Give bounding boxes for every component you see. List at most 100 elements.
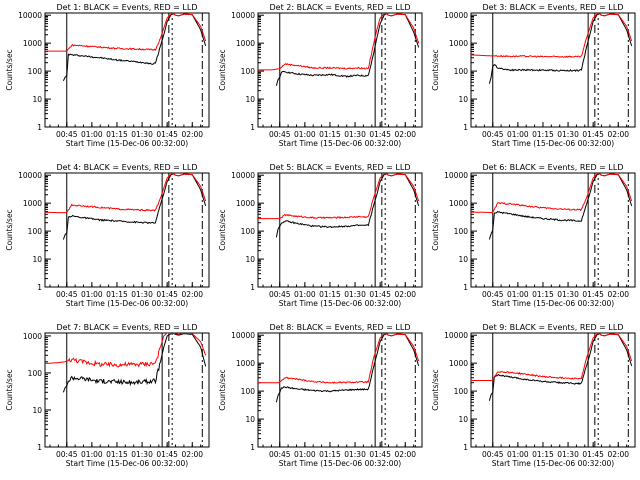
y-axis-label: Counts/sec <box>5 49 14 90</box>
y-tick-label: 1000 <box>23 199 42 208</box>
y-tick-label: 100 <box>454 387 469 396</box>
panel-title: Det 4: BLACK = Events, RED = LLD <box>57 163 198 172</box>
y-tick-label: 100 <box>454 67 469 76</box>
panel-title: Det 5: BLACK = Events, RED = LLD <box>270 163 411 172</box>
x-axis-label: Start Time (15-Dec-06 00:32:00) <box>66 139 188 148</box>
y-tick-label: 10 <box>245 255 255 264</box>
panel-det-8: Det 8: BLACK = Events, RED = LLD 1 10 100 10… <box>218 323 423 468</box>
y-tick-label: 10 <box>458 95 468 104</box>
y-tick-label: 10 <box>458 415 468 424</box>
series-lld <box>258 173 420 220</box>
series-lld <box>45 173 207 214</box>
x-tick-label: 01:15 <box>532 450 554 459</box>
plot-frame <box>470 12 636 128</box>
y-tick-label: 1 <box>37 283 42 292</box>
panel-title: Det 2: BLACK = Events, RED = LLD <box>270 3 411 12</box>
y-tick-label: 10000 <box>18 171 42 180</box>
panel-det-4: Det 4: BLACK = Events, RED = LLD 1 10 100 10… <box>5 163 210 308</box>
y-tick-label: 1000 <box>236 199 255 208</box>
y-tick-label: 10 <box>32 95 42 104</box>
x-tick-label: 01:45 <box>369 450 391 459</box>
x-tick-label: 00:45 <box>482 290 504 299</box>
series-lld <box>45 333 207 368</box>
x-tick-label: 01:15 <box>319 450 341 459</box>
y-tick-label: 1 <box>37 443 42 452</box>
x-tick-label: 02:00 <box>394 290 416 299</box>
plot-frame <box>44 332 210 448</box>
y-tick-label: 1000 <box>449 199 468 208</box>
x-tick-label: 00:45 <box>56 450 78 459</box>
plot-frame <box>257 332 423 448</box>
y-tick-label: 10 <box>32 406 42 415</box>
x-tick-label: 01:15 <box>106 450 128 459</box>
y-axis-label: Counts/sec <box>218 49 227 90</box>
x-tick-label: 01:30 <box>131 130 153 139</box>
y-tick-label: 100 <box>241 387 256 396</box>
series-lld <box>471 13 633 59</box>
x-tick-label: 00:45 <box>269 290 291 299</box>
x-tick-label: 01:15 <box>532 130 554 139</box>
x-axis-label: Start Time (15-Dec-06 00:32:00) <box>66 459 188 468</box>
y-tick-label: 100 <box>454 227 469 236</box>
y-tick-label: 10 <box>245 95 255 104</box>
y-tick-label: 10000 <box>231 171 255 180</box>
x-tick-label: 01:45 <box>582 130 604 139</box>
x-tick-label: 01:15 <box>319 130 341 139</box>
panel-det-9: Det 9: BLACK = Events, RED = LLD 1 10 100 10… <box>431 323 636 468</box>
series-lld <box>258 333 420 384</box>
series-events <box>488 173 633 240</box>
y-tick-label: 1 <box>463 443 468 452</box>
x-axis-label: Start Time (15-Dec-06 00:32:00) <box>492 299 614 308</box>
x-tick-label: 01:30 <box>344 290 366 299</box>
x-tick-label: 01:00 <box>294 290 316 299</box>
y-axis-label: Counts/sec <box>5 209 14 250</box>
x-tick-label: 02:00 <box>181 130 203 139</box>
y-tick-label: 10000 <box>444 331 468 340</box>
series-events <box>488 333 633 401</box>
y-axis-label: Counts/sec <box>431 49 440 90</box>
plot-frame <box>44 12 210 128</box>
x-tick-label: 01:00 <box>294 450 316 459</box>
x-tick-label: 02:00 <box>394 450 416 459</box>
panel-det-1: Det 1: BLACK = Events, RED = LLD 1 10 100 10… <box>5 3 210 148</box>
y-tick-label: 1 <box>250 283 255 292</box>
y-tick-label: 10 <box>458 255 468 264</box>
x-tick-label: 01:30 <box>557 290 579 299</box>
y-tick-label: 1 <box>250 443 255 452</box>
x-tick-label: 01:00 <box>81 290 103 299</box>
y-tick-label: 100 <box>28 369 43 378</box>
y-tick-label: 1 <box>250 123 255 132</box>
x-tick-label: 01:15 <box>106 130 128 139</box>
y-axis-label: Counts/sec <box>5 369 14 410</box>
x-tick-label: 01:45 <box>369 130 391 139</box>
y-tick-label: 1000 <box>23 39 42 48</box>
x-tick-label: 01:45 <box>582 290 604 299</box>
panel-title: Det 6: BLACK = Events, RED = LLD <box>483 163 624 172</box>
x-tick-label: 01:30 <box>344 130 366 139</box>
series-lld <box>45 13 207 52</box>
x-tick-label: 01:45 <box>582 450 604 459</box>
x-tick-label: 02:00 <box>607 290 629 299</box>
x-tick-label: 00:45 <box>269 130 291 139</box>
plot-frame <box>44 172 210 288</box>
series-events <box>488 13 633 84</box>
series-lld <box>471 333 633 381</box>
y-axis-label: Counts/sec <box>431 209 440 250</box>
x-tick-label: 01:15 <box>319 290 341 299</box>
x-tick-label: 00:45 <box>56 130 78 139</box>
x-axis-label: Start Time (15-Dec-06 00:32:00) <box>66 299 188 308</box>
plot-frame <box>257 172 423 288</box>
y-tick-label: 10000 <box>231 11 255 20</box>
panel-title: Det 8: BLACK = Events, RED = LLD <box>270 323 411 332</box>
x-tick-label: 02:00 <box>181 450 203 459</box>
x-axis-label: Start Time (15-Dec-06 00:32:00) <box>279 139 401 148</box>
y-axis-label: Counts/sec <box>218 369 227 410</box>
panel-det-7: Det 7: BLACK = Events, RED = LLD 1 10 100 10… <box>5 323 210 468</box>
y-tick-label: 10000 <box>231 331 255 340</box>
plot-frame <box>470 172 636 288</box>
x-tick-label: 02:00 <box>607 130 629 139</box>
y-tick-label: 1 <box>37 123 42 132</box>
y-tick-label: 1000 <box>236 39 255 48</box>
y-tick-label: 10 <box>245 415 255 424</box>
